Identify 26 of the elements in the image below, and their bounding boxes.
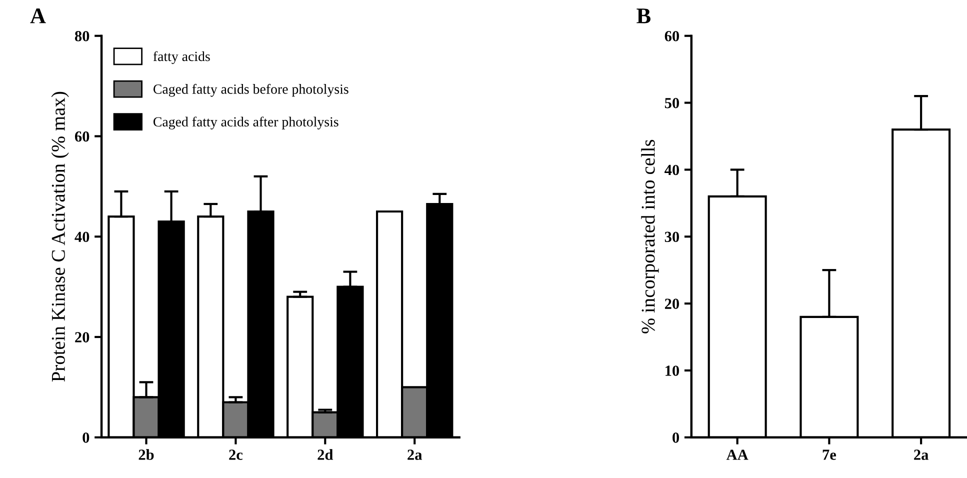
y-tick-label: 10 xyxy=(666,366,680,376)
y-tick-label: 40 xyxy=(74,232,90,242)
chart-title: A xyxy=(30,8,46,24)
x-tick-label: 2c xyxy=(229,450,243,460)
y-tick-label: 60 xyxy=(664,30,680,42)
legend-label: Caged fatty acids before photolysis xyxy=(153,84,348,97)
y-tick-label: 40 xyxy=(664,164,680,176)
y-tick-label: 60 xyxy=(74,131,90,142)
y-tick-label: 0 xyxy=(672,432,680,443)
y-tick-label: 0 xyxy=(82,432,90,443)
legend-label: Caged fatty acids after photolysis xyxy=(153,116,338,130)
chart-title: B xyxy=(636,8,650,24)
x-tick-label: 2d xyxy=(318,449,334,460)
y-tick-label: 80 xyxy=(74,30,90,42)
x-tick-label: 2a xyxy=(408,450,422,460)
y-tick-label: 30 xyxy=(664,232,680,242)
y-axis-title: % incorporated into cells xyxy=(641,140,659,334)
x-tick-label: 2b xyxy=(138,449,154,460)
y-tick-label: 20 xyxy=(75,332,90,342)
y-tick-label: 50 xyxy=(664,98,680,108)
x-tick-label: 2a xyxy=(914,450,928,460)
legend-label: fatty acids xyxy=(153,51,210,64)
y-axis-title: Protein Kinase C Activation (% max) xyxy=(51,92,69,382)
x-tick-label: 7e xyxy=(822,450,836,460)
y-tick-label: 20 xyxy=(664,298,680,309)
x-tick-label: AA xyxy=(726,450,748,460)
